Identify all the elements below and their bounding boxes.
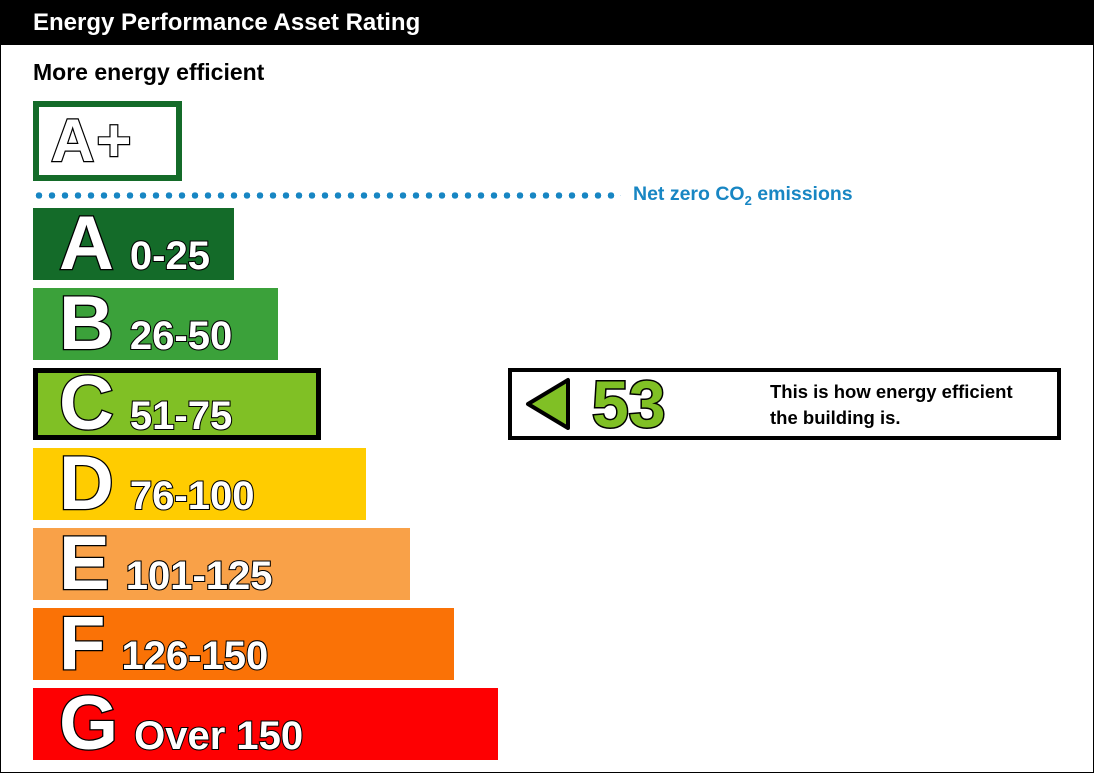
net-zero-row: Net zero CO2 emissions bbox=[33, 183, 853, 208]
band-range: 26-50 bbox=[129, 313, 233, 359]
rating-band: C 51-75 bbox=[33, 361, 321, 446]
more-efficient-label: More energy efficient bbox=[33, 59, 265, 85]
rating-description-line1: This is how energy efficient bbox=[770, 381, 1013, 402]
band-range: 51-75 bbox=[129, 393, 233, 439]
net-zero-prefix: Net zero CO bbox=[633, 183, 745, 205]
a-plus-label: A+ bbox=[50, 107, 134, 174]
a-plus-band: A+ bbox=[33, 101, 182, 181]
rating-description-line2: the building is. bbox=[770, 407, 901, 428]
band-letter: E bbox=[58, 521, 111, 606]
header-bar: Energy Performance Asset Rating bbox=[1, 1, 1093, 45]
net-zero-dotted-line bbox=[33, 191, 621, 199]
rating-bands: A 0-25 B 26-50 C 51-75 D 76-100 E 101-12… bbox=[33, 201, 498, 766]
rating-band: B 26-50 bbox=[33, 281, 278, 366]
band-letter: G bbox=[58, 681, 120, 766]
band-range: Over 150 bbox=[133, 713, 304, 759]
rating-band: D 76-100 bbox=[33, 441, 366, 526]
band-range: 76-100 bbox=[129, 473, 256, 519]
rating-band: G Over 150 bbox=[33, 681, 498, 766]
page-title: Energy Performance Asset Rating bbox=[33, 9, 421, 36]
net-zero-subscript: 2 bbox=[744, 192, 752, 208]
rating-band: F 126-150 bbox=[33, 601, 454, 686]
rating-description: This is how energy efficient the buildin… bbox=[770, 379, 1013, 431]
band-range: 126-150 bbox=[120, 633, 269, 679]
band-letter: B bbox=[58, 281, 115, 366]
band-range: 101-125 bbox=[125, 553, 274, 599]
band-letter: F bbox=[58, 601, 107, 686]
band-letter: A bbox=[58, 201, 115, 286]
rating-band: E 101-125 bbox=[33, 521, 410, 606]
left-arrow-icon bbox=[522, 376, 572, 432]
band-range: 0-25 bbox=[129, 233, 211, 279]
rating-band: A 0-25 bbox=[33, 201, 234, 286]
rating-indicator: 53 This is how energy efficient the buil… bbox=[508, 368, 1061, 440]
net-zero-label: Net zero CO2 emissions bbox=[633, 183, 853, 208]
band-letter: D bbox=[58, 441, 115, 526]
net-zero-suffix: emissions bbox=[751, 183, 853, 205]
rating-value: 53 bbox=[590, 367, 666, 441]
band-letter: C bbox=[58, 361, 115, 446]
